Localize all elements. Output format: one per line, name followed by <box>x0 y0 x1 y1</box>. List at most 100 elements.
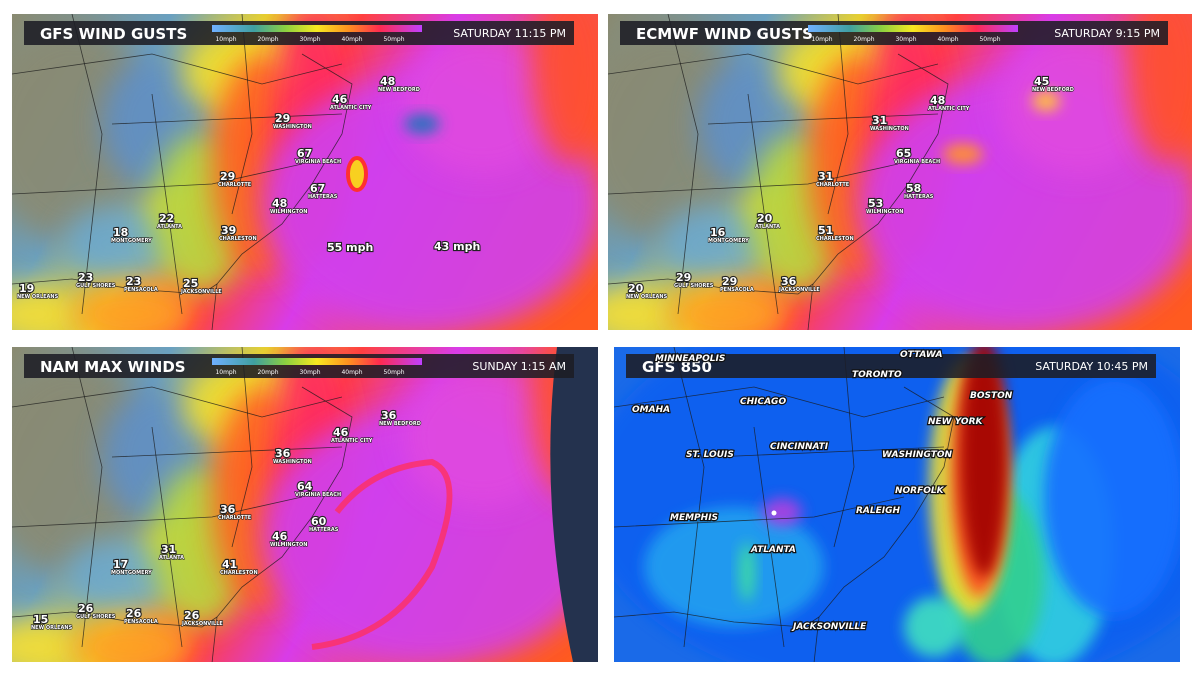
legend-colorbar <box>212 25 422 32</box>
city-name: ATLANTA <box>157 224 182 230</box>
legend-label: 20mph <box>257 36 278 43</box>
wind-value: 25 <box>183 277 198 290</box>
wind-value: 43 mph <box>434 240 480 253</box>
city-name: WASHINGTON <box>273 459 312 465</box>
city-name: NEW ORLEANS <box>31 625 73 631</box>
wind-value: 23 <box>126 275 141 288</box>
city-name: CHARLESTON <box>219 236 257 242</box>
city-name: ATLANTA <box>755 224 780 230</box>
city-name: CHARLOTTE <box>218 515 252 521</box>
wind-value: 29 <box>220 170 235 183</box>
wind-value: 51 <box>818 224 833 237</box>
map-panel: ECMWF WIND GUSTS SATURDAY 9:15 PM 10mph 20m… <box>608 14 1192 330</box>
wind-value: 26 <box>126 607 142 620</box>
wind-value: 22 <box>159 212 174 225</box>
wind-value: 29 <box>275 112 290 125</box>
panel-title: GFS 850 <box>642 358 712 376</box>
wind-value: 23 <box>78 271 93 284</box>
city-name: PENSACOLA <box>124 287 158 293</box>
wind-value: 53 <box>868 197 883 210</box>
map-background <box>12 14 598 330</box>
city-name: CHARLESTON <box>816 236 854 242</box>
city-name: MEMPHIS <box>670 513 718 523</box>
city-name: MINNEAPOLIS <box>655 354 725 364</box>
city-name: JACKSONVILLE <box>778 287 820 293</box>
wind-value: 65 <box>896 147 911 160</box>
city-name: HATTERAS <box>904 194 934 200</box>
legend-label: 30mph <box>895 36 916 43</box>
wind-value: 19 <box>19 282 34 295</box>
wind-value: 48 <box>272 197 287 210</box>
city-name: NEW ORLEANS <box>17 294 59 300</box>
city-name: NORFOLK <box>895 486 945 496</box>
city-name: JACKSONVILLE <box>791 622 867 632</box>
wind-value: 46 <box>332 93 348 106</box>
wind-value: 26 <box>78 602 94 615</box>
city-name: CHARLESTON <box>220 570 258 576</box>
wind-value: 46 <box>272 530 288 543</box>
panel-title: ECMWF WIND GUSTS <box>636 25 813 43</box>
wind-value: 55 mph <box>327 241 373 254</box>
header-bar <box>626 354 1156 378</box>
map-background <box>608 14 1192 330</box>
city-name: CHARLOTTE <box>218 182 252 188</box>
legend-colorbar <box>212 358 422 365</box>
legend-label: 50mph <box>979 36 1000 43</box>
legend-label: 20mph <box>853 36 874 43</box>
wind-value: 48 <box>380 75 395 88</box>
wind-value: 36 <box>781 275 797 288</box>
map-panel: GFS 850 SATURDAY 10:45 PM MINNEAPOLIS OTTAW… <box>614 347 1180 662</box>
city-name: ATLANTIC CITY <box>928 106 970 112</box>
panel-time: SUNDAY 1:15 AM <box>472 360 566 373</box>
map-panel: GFS WIND GUSTS SATURDAY 11:15 PM 10mph 20mp… <box>12 14 598 330</box>
city-name: RALEIGH <box>856 506 901 516</box>
city-name: VIRGINIA BEACH <box>894 159 940 165</box>
city-name: MONTGOMERY <box>708 238 749 244</box>
city-name: CHICAGO <box>740 397 786 407</box>
wind-value: 36 <box>220 503 236 516</box>
wind-value: 58 <box>906 182 921 195</box>
map-background <box>614 347 1180 662</box>
city-name: NEW BEDFORD <box>378 87 420 93</box>
city-name: PENSACOLA <box>720 287 754 293</box>
panel-time: SATURDAY 9:15 PM <box>1054 27 1160 40</box>
city-name: GULF SHORES <box>674 283 714 289</box>
legend-label: 10mph <box>215 369 236 376</box>
wind-value: 67 <box>297 147 312 160</box>
city-name: WILMINGTON <box>270 209 307 215</box>
legend-label: 10mph <box>215 36 236 43</box>
city-name: ATLANTA <box>750 545 796 555</box>
wind-value: 46 <box>333 426 349 439</box>
city-name: JACKSONVILLE <box>181 621 223 627</box>
city-name: WASHINGTON <box>870 126 909 132</box>
city-name: WASHINGTON <box>882 450 952 460</box>
wind-value: 39 <box>221 224 236 237</box>
wind-value: 29 <box>722 275 737 288</box>
panel-title: NAM MAX WINDS <box>40 358 186 376</box>
city-name: NEW YORK <box>928 417 984 427</box>
city-name: HATTERAS <box>308 194 338 200</box>
wind-value: 29 <box>676 271 691 284</box>
wind-value: 20 <box>628 282 644 295</box>
wind-value: 48 <box>930 94 945 107</box>
city-name: CINCINNATI <box>770 442 829 452</box>
city-name: MONTGOMERY <box>111 570 152 576</box>
wind-value: 16 <box>710 226 726 239</box>
wind-value: 31 <box>161 543 176 556</box>
city-name: VIRGINIA BEACH <box>295 492 341 498</box>
panel-time: SATURDAY 11:15 PM <box>453 27 566 40</box>
legend-label: 30mph <box>299 36 320 43</box>
wind-value: 45 <box>1034 75 1049 88</box>
city-name: ATLANTA <box>159 555 184 561</box>
city-name: NEW BEDFORD <box>379 421 421 427</box>
city-name: WILMINGTON <box>270 542 307 548</box>
legend-label: 40mph <box>341 369 362 376</box>
legend-label: 50mph <box>383 369 404 376</box>
city-name: BOSTON <box>970 391 1013 401</box>
city-name: ST. LOUIS <box>686 450 734 460</box>
wind-value: 64 <box>297 480 313 493</box>
city-name: TORONTO <box>852 370 902 380</box>
wind-value: 17 <box>113 558 128 571</box>
panel-time: SATURDAY 10:45 PM <box>1035 360 1148 373</box>
